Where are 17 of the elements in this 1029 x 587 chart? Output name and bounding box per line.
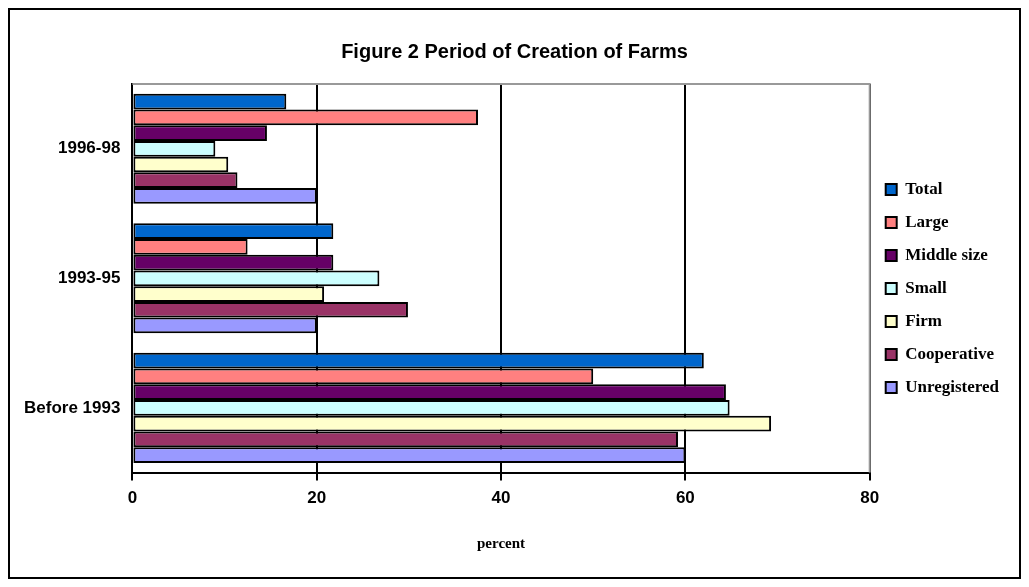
legend-label: Large <box>905 211 950 231</box>
y-tick-label: 1993-95 <box>58 267 121 287</box>
legend-label: Cooperative <box>905 343 995 363</box>
legend-label: Total <box>905 178 943 198</box>
x-tick-label: 40 <box>491 488 511 508</box>
legend-label: Middle size <box>905 244 989 264</box>
x-tick-label: 0 <box>127 488 138 508</box>
legend-label: Small <box>905 277 948 297</box>
x-tick-label: 20 <box>307 488 327 508</box>
x-axis-title: percent <box>477 534 526 551</box>
x-tick-label: 80 <box>860 488 880 508</box>
x-tick-label: 60 <box>675 488 695 508</box>
y-tick-label: Before 1993 <box>24 397 121 417</box>
y-tick-label: 1996-98 <box>58 138 121 158</box>
chart-title: Figure 2 Period of Creation of Farms <box>341 39 688 62</box>
legend-label: Firm <box>905 310 943 330</box>
legend-label: Unregistered <box>905 376 1000 396</box>
